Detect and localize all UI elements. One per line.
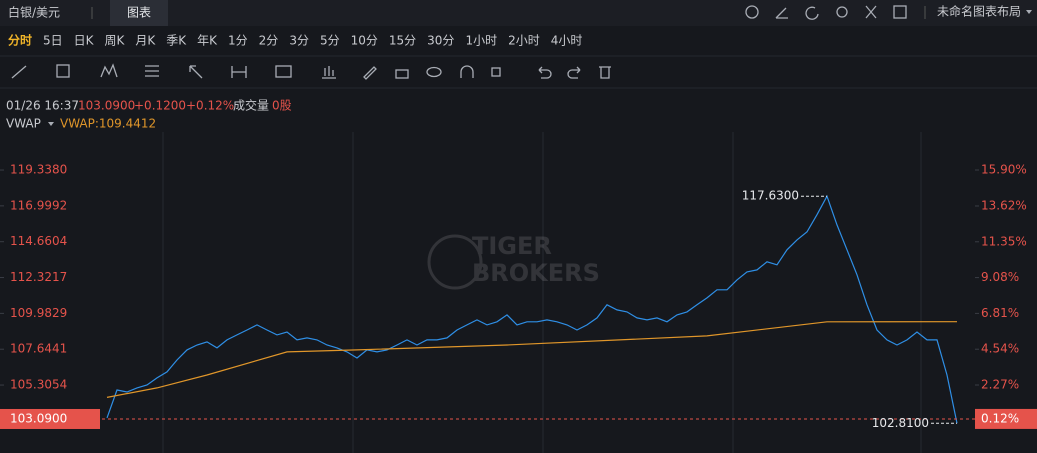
- watermark-text: BROKERS: [472, 259, 600, 287]
- tool-row: [11, 63, 611, 80]
- tool-icon[interactable]: [395, 69, 409, 79]
- tool-icon[interactable]: [100, 63, 118, 78]
- tool-icon[interactable]: [426, 66, 442, 78]
- legend-name[interactable]: VWAP: [6, 117, 41, 131]
- icon[interactable]: [836, 6, 848, 18]
- interval-option[interactable]: 30分: [427, 34, 454, 48]
- tool-icon[interactable]: [189, 65, 203, 79]
- icon[interactable]: [865, 5, 877, 19]
- watermark-logo: [427, 234, 483, 290]
- y2-tick-label: 6.81%: [981, 306, 1019, 320]
- interval-option[interactable]: 3分: [289, 34, 309, 48]
- tab-bg: [110, 0, 168, 26]
- info-change-pct: +0.12%: [186, 99, 234, 113]
- y-tick-label: 107.6441: [10, 342, 67, 356]
- y-tick-label: 109.9829: [10, 306, 67, 320]
- interval-option[interactable]: 年K: [197, 34, 218, 48]
- info-time: 01/26 16:37: [6, 99, 79, 113]
- info-price: 103.0900: [78, 99, 135, 113]
- icon[interactable]: [805, 6, 819, 20]
- interval-option[interactable]: 15分: [389, 34, 416, 48]
- price-line: [106, 194, 958, 424]
- dropdown-arrow[interactable]: [48, 122, 54, 126]
- tool-icon[interactable]: [567, 66, 581, 79]
- y2-tick-label: 13.62%: [981, 198, 1027, 212]
- last-pct-label: 0.12%: [981, 411, 1019, 425]
- tool-icon[interactable]: [538, 66, 552, 79]
- y-tick-label: 105.3054: [10, 378, 67, 392]
- y2-tick-label: 2.27%: [981, 378, 1019, 392]
- symbol-title[interactable]: 白银/美元: [8, 5, 60, 20]
- tool-icon[interactable]: [599, 66, 611, 79]
- tab[interactable]: 图表: [127, 6, 151, 20]
- vwap-line: [106, 321, 958, 398]
- y-tick-label: 114.6604: [10, 234, 67, 248]
- interval-option[interactable]: 月K: [135, 34, 156, 48]
- interval-option[interactable]: 5分: [320, 34, 340, 48]
- plot: 119.3380 116.9992 114.6604 112.3217 109.9829…: [0, 163, 1037, 430]
- layout-name[interactable]: 未命名图表布局: [937, 4, 1021, 19]
- last-pct-box: [975, 408, 1037, 429]
- info-volume: 0股: [272, 99, 292, 113]
- info-change: +0.1200: [134, 99, 186, 113]
- tool-icon[interactable]: [363, 66, 377, 80]
- y-tick-label: 112.3217: [10, 270, 67, 284]
- top-icons: [745, 5, 926, 20]
- y2-tick-label: 15.90%: [981, 163, 1027, 177]
- interval-option[interactable]: 日K: [74, 34, 95, 48]
- interval-option[interactable]: 1分: [228, 34, 248, 48]
- icon[interactable]: [745, 5, 759, 19]
- tool-icon[interactable]: [145, 65, 159, 77]
- annotation-label: 117.6300: [742, 189, 799, 203]
- interval-row: 分时 5日 日K 周K 月K 季K 年K 1分 2分 3分 5分 10分 15分 30分 1小时 2小时 4小时: [8, 33, 582, 48]
- y-tick-label: 119.3380: [10, 163, 67, 177]
- interval-option[interactable]: 5日: [43, 34, 63, 48]
- annotation-label: 102.8100: [872, 416, 929, 430]
- y-tick-label: 116.9992: [10, 198, 67, 212]
- watermark-text: TIGER: [472, 232, 552, 260]
- last-price-label: 103.0900: [10, 411, 67, 425]
- interval-option[interactable]: 季K: [166, 34, 187, 48]
- interval-option[interactable]: 10分: [351, 34, 378, 48]
- interval-option[interactable]: 1小时: [465, 34, 497, 48]
- tool-icon[interactable]: [11, 65, 27, 79]
- interval-option[interactable]: 周K: [105, 34, 126, 48]
- legend-value: VWAP:109.4412: [60, 117, 156, 131]
- tool-icon[interactable]: [56, 64, 70, 78]
- tool-icon[interactable]: [460, 65, 474, 78]
- dropdown-arrow[interactable]: [1026, 10, 1032, 14]
- vertical-grid: [162, 132, 922, 453]
- interval-option[interactable]: 2小时: [508, 34, 540, 48]
- last-price-box: [0, 408, 100, 429]
- tool-icon[interactable]: [275, 65, 292, 78]
- y2-tick-label: 4.54%: [981, 342, 1019, 356]
- interval-option[interactable]: 4小时: [551, 34, 583, 48]
- y2-tick-label: 11.35%: [981, 234, 1027, 248]
- tool-icon[interactable]: [231, 66, 247, 78]
- tool-icon[interactable]: [322, 66, 336, 79]
- interval-option[interactable]: 分时: [8, 33, 32, 48]
- interval-option[interactable]: 2分: [259, 34, 279, 48]
- info-volume-label: 成交量: [233, 98, 269, 113]
- tool-icon[interactable]: [491, 67, 501, 77]
- icon[interactable]: [775, 7, 788, 19]
- top-bar: [0, 0, 1037, 26]
- watermark: TIGER BROKERS: [427, 232, 600, 290]
- icon[interactable]: [893, 5, 907, 19]
- y2-tick-label: 9.08%: [981, 270, 1019, 284]
